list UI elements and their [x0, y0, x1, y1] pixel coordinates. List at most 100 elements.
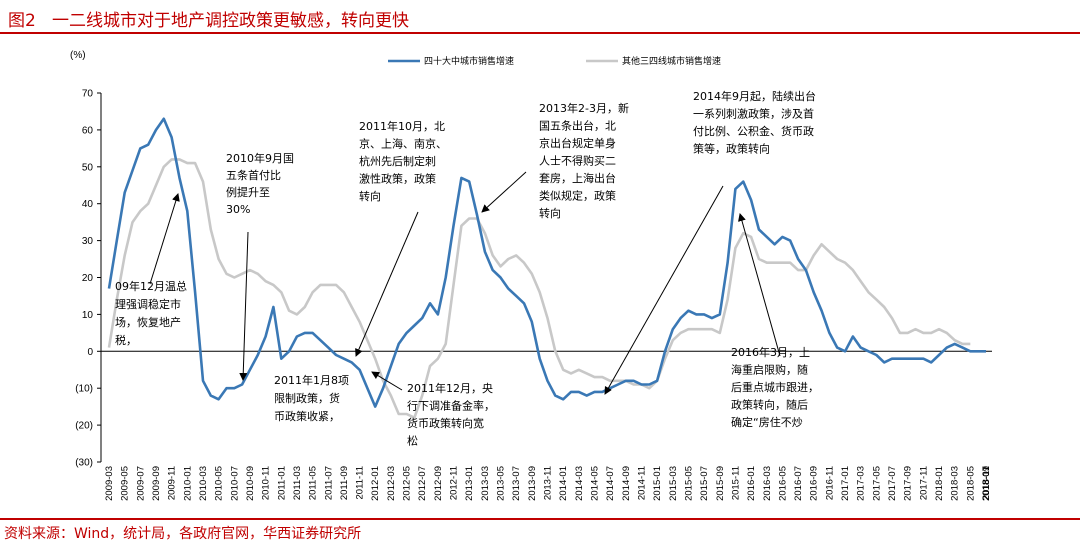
annotation-line: 2010年9月国 [226, 151, 294, 165]
annotation-line: 类似规定，政策 [539, 189, 616, 203]
x-tick-label: 2013-01 [464, 466, 475, 501]
x-tick-label: 2013-05 [496, 466, 507, 501]
annotation-line: 币政策收紧， [274, 409, 340, 423]
x-tick-label: 2018-07 [981, 466, 992, 501]
title-divider [0, 32, 1080, 34]
x-tick-label: 2016-07 [793, 466, 804, 501]
annotation-arrow [355, 211, 419, 357]
x-tick-label: 2015-09 [715, 466, 726, 501]
y-tick-label: (10) [75, 384, 93, 395]
annotation-line: 2013年2-3月，新 [539, 101, 629, 115]
annotation-line: 海重启限购，随 [731, 363, 808, 377]
x-tick-label: 2014-03 [574, 466, 585, 501]
annotation-line: 场，恢复地产 [115, 315, 181, 329]
annotation-line: 货币政策转向宽 [407, 416, 484, 430]
y-tick-label: 10 [82, 310, 94, 321]
annotation-arrow [604, 185, 724, 395]
y-tick-label: (20) [75, 421, 93, 432]
x-tick-label: 2016-03 [762, 466, 773, 501]
x-tick-label: 2014-09 [621, 466, 632, 501]
annotation-line: 行下调准备金率， [407, 399, 495, 413]
x-tick-label: 2012-09 [433, 466, 444, 501]
annotation-line: 付比例、公积金、货币政 [693, 124, 814, 138]
x-tick-label: 2013-09 [527, 466, 538, 501]
x-tick-label: 2010-01 [182, 466, 193, 501]
x-tick-label: 2015-07 [699, 466, 710, 501]
y-tick-label: 70 [82, 89, 94, 100]
x-tick-label: 2010-07 [229, 466, 240, 501]
x-tick-label: 2016-01 [746, 466, 757, 501]
x-tick-label: 2018-03 [950, 466, 961, 501]
annotation-line: 2011年10月，北 [359, 119, 445, 133]
x-tick-label: 2015-01 [652, 466, 663, 501]
x-tick-label: 2013-03 [480, 466, 491, 501]
annotation-line: 策等，政策转向 [693, 142, 770, 156]
annotation-line: 理强调稳定市 [115, 297, 181, 311]
annotation-line: 套房，上海出台 [539, 171, 616, 185]
x-tick-label: 2017-11 [918, 466, 929, 500]
source-divider [0, 518, 1080, 520]
chart-title: 图2 一二线城市对于地产调控政策更敏感，转向更快 [8, 11, 410, 31]
annotation-arrow [239, 231, 249, 381]
x-tick-label: 2015-11 [730, 466, 741, 500]
x-tick-label: 2009-09 [151, 466, 162, 501]
y-tick-label: 60 [82, 125, 94, 136]
x-tick-label: 2016-05 [777, 466, 788, 501]
source-note: 资料来源：Wind，统计局，各政府官网，华西证券研究所 [4, 526, 362, 542]
x-tick-label: 2011-05 [308, 466, 319, 500]
annotation-line: 转向 [359, 189, 381, 203]
annotation-line: 2011年12月，央 [407, 381, 493, 395]
annotation-line: 确定“房住不炒 [731, 415, 803, 429]
annotation-line: 五条首付比 [226, 168, 281, 182]
x-tick-label: 2015-03 [668, 466, 679, 501]
annotation-arrow [149, 193, 180, 285]
annotation-line: 限制政策，货 [274, 391, 340, 405]
annotation-line: 京、上海、南京、 [359, 137, 447, 151]
x-tick-label: 2018-11 [981, 466, 992, 500]
y-unit-label: (%) [70, 50, 86, 61]
annotation-line: 政策转向，随后 [731, 398, 808, 412]
y-tick-label: (30) [75, 458, 93, 469]
annotation-line: 京出台规定单身 [539, 136, 616, 150]
x-tick-label: 2014-07 [605, 466, 616, 501]
x-tick-label: 2012-07 [417, 466, 428, 501]
annotation-arrow [481, 171, 527, 213]
x-tick-label: 2017-09 [903, 466, 914, 501]
x-tick-label: 2014-01 [558, 466, 569, 501]
annotation-line: 2014年9月起，陆续出台 [693, 89, 816, 103]
annotation-line: 30% [226, 203, 250, 216]
x-tick-label: 2016-11 [824, 466, 835, 500]
x-tick-label: 2010-03 [198, 466, 209, 501]
x-tick-label: 2010-09 [245, 466, 256, 501]
title-bar: 图2 一二线城市对于地产调控政策更敏感，转向更快 [0, 0, 1080, 34]
x-tick-label: 2009-05 [120, 466, 131, 501]
x-tick-label: 2014-11 [636, 466, 647, 500]
x-tick-label: 2011-01 [276, 466, 287, 500]
legend-label: 其他三四线城市销售增速 [622, 55, 721, 67]
annotation-line: 09年12月温总 [115, 279, 187, 293]
annotation-line: 税， [115, 333, 137, 347]
x-tick-label: 2013-07 [511, 466, 522, 501]
y-tick-label: 40 [82, 199, 94, 210]
x-tick-label: 2011-03 [292, 466, 303, 500]
x-tick-label: 2018-09 [981, 466, 992, 501]
x-tick-label: 2010-11 [261, 466, 272, 500]
y-tick-label: 30 [82, 236, 94, 247]
y-tick-label: 20 [82, 273, 94, 284]
x-tick-label: 2011-09 [339, 466, 350, 500]
x-axis: 2009-03 2009-05 2009-07 2009-09 2009-11 2010-… [101, 350, 992, 501]
x-tick-label: 2009-07 [135, 466, 146, 501]
x-tick-label: 2011-07 [323, 466, 334, 500]
x-tick-label: 2015-05 [683, 466, 694, 501]
legend: 四十大中城市销售增速 其他三四线城市销售增速 [388, 55, 721, 67]
x-tick-label: 2010-05 [214, 466, 225, 501]
x-tick-label: 2017-05 [871, 466, 882, 501]
annotation-a2014: 2014年9月起，陆续出台一系列刺激政策，涉及首付比例、公积金、货币政策等，政策… [604, 89, 816, 395]
